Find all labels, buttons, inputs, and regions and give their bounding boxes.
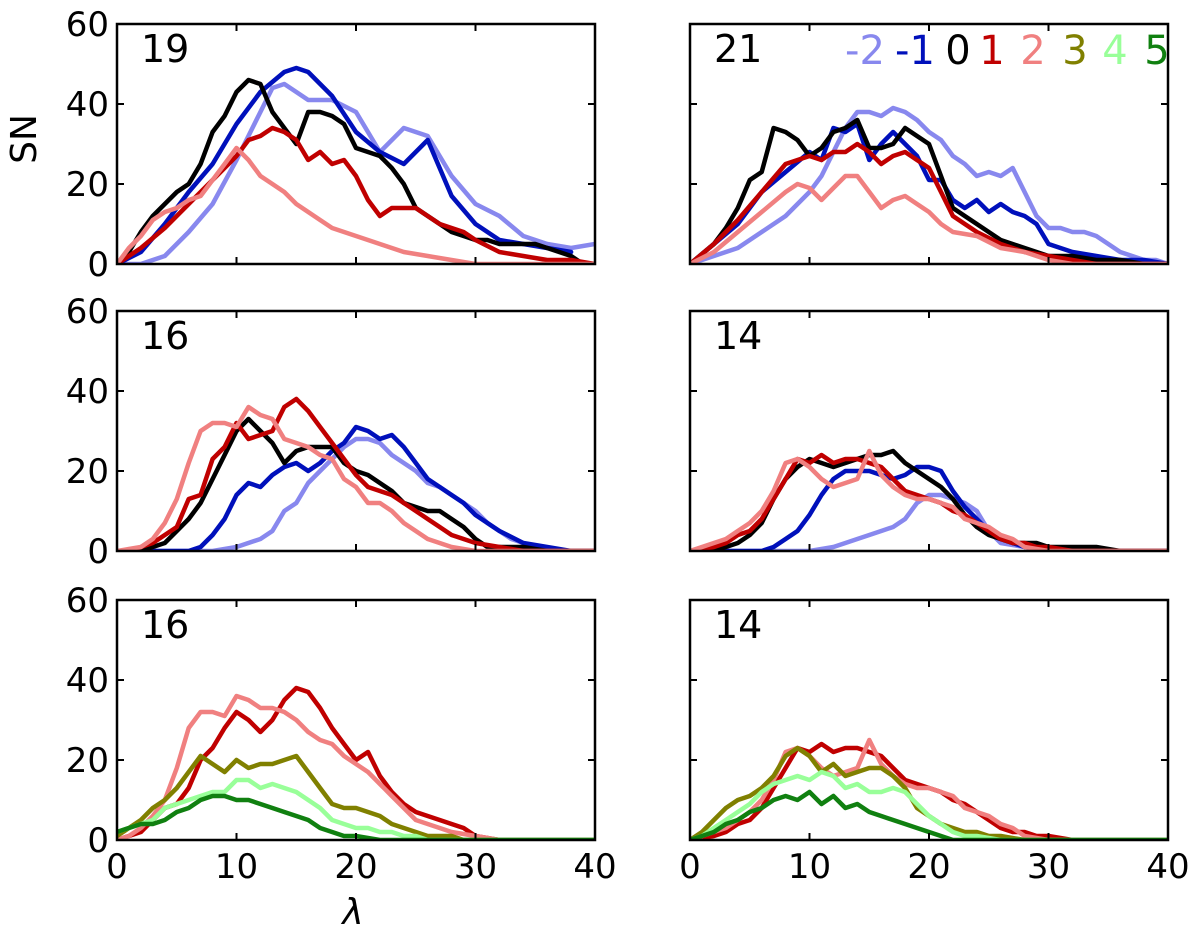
- legend-item: 1: [979, 28, 1004, 74]
- y-tick-label: 60: [66, 5, 109, 45]
- panel-6: 0 10 20 30 40 14: [679, 598, 1190, 887]
- panel-number-label: 14: [714, 603, 762, 647]
- x-tick-label: 10: [215, 847, 258, 887]
- panel-1: 0 20 40 60 19 SN: [4, 5, 597, 285]
- series-line-2: [117, 145, 595, 264]
- series-line-4: [117, 777, 595, 840]
- panel-2: 21 -2 -1 0 1 2 3 4 5: [688, 22, 1170, 266]
- legend-item: 5: [1144, 28, 1169, 74]
- series-line-3: [117, 753, 595, 840]
- y-tick-label: 40: [66, 85, 109, 125]
- y-tick-label: 20: [66, 452, 109, 492]
- legend-item: 4: [1102, 28, 1127, 74]
- x-tick-label: 30: [1027, 847, 1070, 887]
- x-tick-label: 20: [334, 847, 377, 887]
- series-line-4: [690, 769, 1168, 840]
- panel-number-label: 16: [141, 314, 189, 358]
- series-line-1: [690, 141, 1168, 264]
- y-tick-label: 40: [66, 661, 109, 701]
- y-tick-label: 0: [87, 532, 109, 572]
- series-line-2: [690, 173, 1168, 264]
- panel-number-label: 21: [714, 27, 762, 71]
- panel-5: 0 10 20 30 40 0 20 40 60 16 λ: [66, 581, 617, 933]
- series-line-minus2: [117, 436, 595, 551]
- legend-item: 3: [1062, 28, 1087, 74]
- y-tick-label: 60: [66, 292, 109, 332]
- series-line-5: [690, 789, 1168, 840]
- series-line-minus1: [117, 65, 574, 264]
- x-tick-label: 10: [788, 847, 831, 887]
- series-line-1: [117, 685, 595, 840]
- x-tick-label: 40: [1146, 847, 1189, 887]
- series-line-minus1: [690, 121, 1168, 264]
- y-tick-label: 60: [66, 581, 109, 621]
- series-line-minus1: [117, 424, 595, 551]
- series-line-2: [117, 404, 595, 551]
- series-line-2: [117, 693, 595, 840]
- y-tick-label: 20: [66, 741, 109, 781]
- x-tick-label: 40: [573, 847, 616, 887]
- y-tick-label: 0: [87, 821, 109, 861]
- x-axis-label: λ: [340, 892, 363, 933]
- series-line-minus2: [690, 492, 1168, 551]
- x-tick-label: 0: [106, 847, 128, 887]
- x-tick-label: 20: [907, 847, 950, 887]
- y-tick-label: 40: [66, 372, 109, 412]
- series-line-5: [117, 793, 595, 840]
- legend-item: -1: [895, 28, 935, 74]
- series-line-1: [690, 452, 1168, 551]
- series-line-minus2: [690, 105, 1168, 264]
- x-tick-label: 0: [679, 847, 701, 887]
- series-line-3: [690, 745, 1168, 840]
- panel-4: 14: [688, 309, 1170, 553]
- legend-item: 2: [1020, 28, 1045, 74]
- series-line-1: [117, 396, 595, 551]
- panel-number-label: 16: [141, 603, 189, 647]
- series-line-1: [117, 125, 595, 264]
- x-tick-label: 30: [454, 847, 497, 887]
- panel-number-label: 19: [141, 27, 189, 71]
- series-line-0: [117, 416, 595, 551]
- y-tick-label: 0: [87, 245, 109, 285]
- panel-number-label: 14: [714, 314, 762, 358]
- series-line-2: [690, 448, 1168, 551]
- y-axis-label: SN: [4, 114, 45, 164]
- legend: -2 -1 0 1 2 3 4 5: [845, 28, 1170, 74]
- legend-item: -2: [845, 28, 885, 74]
- series-line-0: [117, 77, 586, 264]
- series-line-1: [690, 741, 1168, 840]
- panel-3: 0 20 40 60 16: [66, 292, 597, 572]
- series-line-minus1: [690, 464, 1168, 551]
- legend-item: 0: [945, 28, 970, 74]
- y-tick-label: 20: [66, 165, 109, 205]
